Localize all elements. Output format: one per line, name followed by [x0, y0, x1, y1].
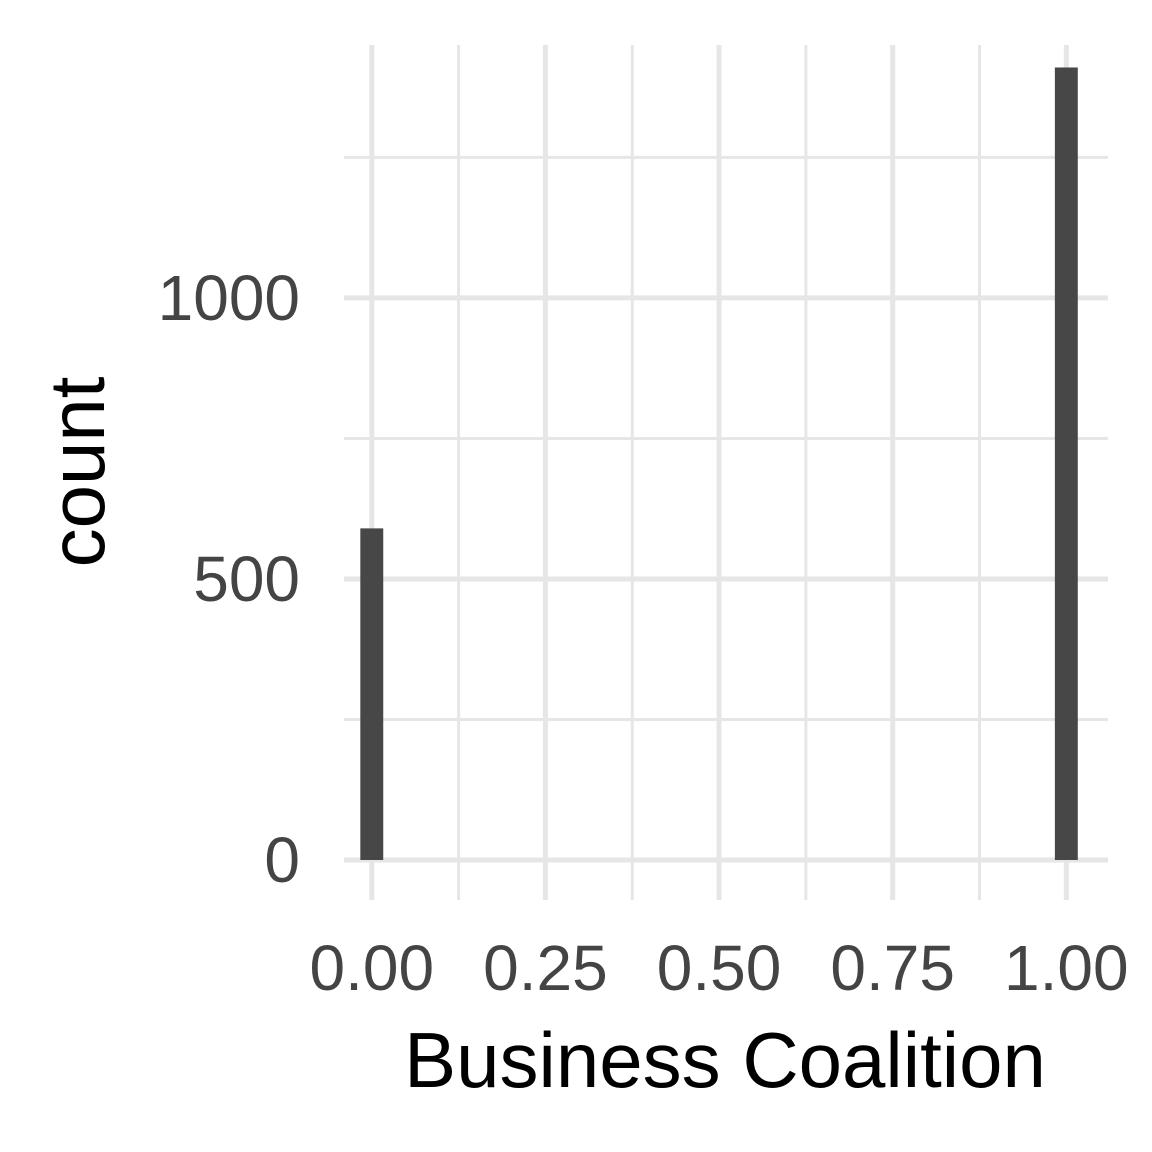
y-tick-label: 1000 [158, 262, 300, 334]
x-tick-label: 1.00 [1004, 932, 1129, 1004]
x-tick-label: 0.75 [830, 932, 955, 1004]
bars [360, 67, 1078, 860]
y-tick-label: 500 [193, 543, 300, 615]
x-axis-title: Business Coalition [404, 1016, 1046, 1104]
x-tick-label: 0.25 [483, 932, 608, 1004]
bar [360, 528, 384, 860]
bar [1054, 67, 1078, 860]
y-tick-label: 0 [264, 824, 300, 896]
x-axis-tick-labels: 0.00 0.25 0.50 0.75 1.00 [310, 932, 1129, 1004]
y-axis-tick-labels: 0 500 1000 [158, 262, 300, 896]
minor-gridlines [344, 45, 1108, 900]
x-tick-label: 0.00 [310, 932, 435, 1004]
x-tick-label: 0.50 [657, 932, 782, 1004]
y-axis-title: count [33, 376, 121, 567]
